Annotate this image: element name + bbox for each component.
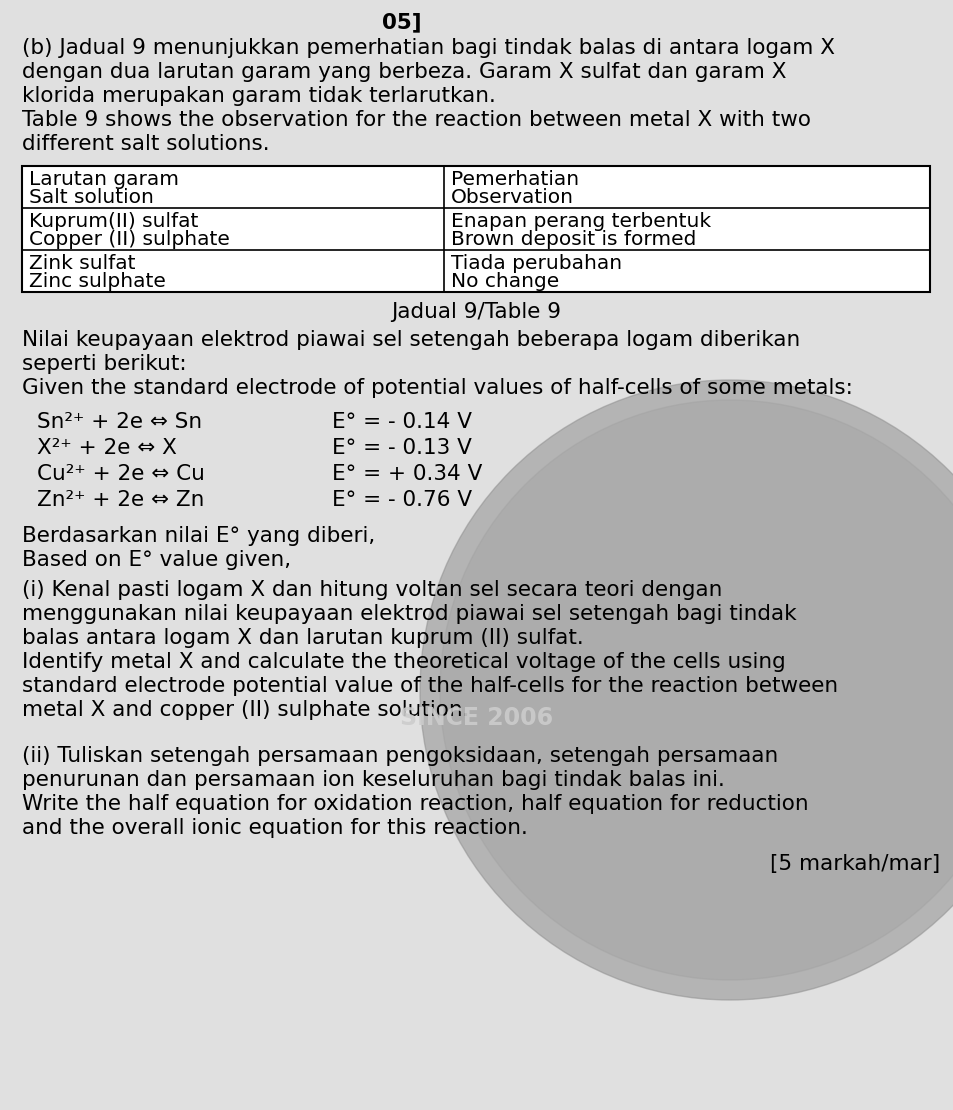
Text: Based on E° value given,: Based on E° value given,: [22, 549, 291, 571]
Text: E° = - 0.13 V: E° = - 0.13 V: [332, 438, 472, 458]
Text: metal X and copper (II) sulphate solution.: metal X and copper (II) sulphate solutio…: [22, 700, 469, 720]
Text: Tiada perubahan: Tiada perubahan: [451, 254, 621, 273]
Bar: [22, 166, 929, 292]
Text: Nilai keupayaan elektrod piawai sel setengah beberapa logam diberikan: Nilai keupayaan elektrod piawai sel sete…: [22, 330, 800, 350]
Text: klorida merupakan garam tidak terlarutkan.: klorida merupakan garam tidak terlarutka…: [22, 85, 496, 105]
Text: [5 markah/mar]: [5 markah/mar]: [769, 854, 939, 874]
Text: 05]: 05]: [22, 12, 421, 32]
Text: Zinc sulphate: Zinc sulphate: [29, 272, 166, 291]
Text: SINCE 2006: SINCE 2006: [400, 706, 553, 730]
Text: Cu²⁺ + 2e ⇔ Cu: Cu²⁺ + 2e ⇔ Cu: [37, 464, 205, 484]
Text: seperti berikut:: seperti berikut:: [22, 354, 187, 374]
Text: different salt solutions.: different salt solutions.: [22, 134, 270, 154]
Text: dengan dua larutan garam yang berbeza. Garam X sulfat dan garam X: dengan dua larutan garam yang berbeza. G…: [22, 62, 785, 82]
Text: Zn²⁺ + 2e ⇔ Zn: Zn²⁺ + 2e ⇔ Zn: [37, 490, 204, 509]
Text: Identify metal X and calculate the theoretical voltage of the cells using: Identify metal X and calculate the theor…: [22, 652, 785, 672]
Text: Zink sulfat: Zink sulfat: [29, 254, 135, 273]
Text: E° = - 0.14 V: E° = - 0.14 V: [332, 412, 472, 432]
Text: Larutan garam: Larutan garam: [29, 170, 179, 189]
Text: No change: No change: [451, 272, 558, 291]
Text: Salt solution: Salt solution: [29, 188, 153, 206]
Text: penurunan dan persamaan ion keseluruhan bagi tindak balas ini.: penurunan dan persamaan ion keseluruhan …: [22, 770, 724, 790]
Text: Observation: Observation: [451, 188, 574, 206]
Text: Pemerhatian: Pemerhatian: [451, 170, 578, 189]
Text: E° = - 0.76 V: E° = - 0.76 V: [332, 490, 472, 509]
Text: (i) Kenal pasti logam X dan hitung voltan sel secara teori dengan: (i) Kenal pasti logam X dan hitung volta…: [22, 581, 721, 601]
Text: standard electrode potential value of the half-cells for the reaction between: standard electrode potential value of th…: [22, 676, 838, 696]
Text: Jadual 9/Table 9: Jadual 9/Table 9: [391, 302, 560, 322]
Text: Write the half equation for oxidation reaction, half equation for reduction: Write the half equation for oxidation re…: [22, 794, 808, 814]
Text: Enapan perang terbentuk: Enapan perang terbentuk: [451, 212, 711, 231]
Text: Brown deposit is formed: Brown deposit is formed: [451, 230, 696, 249]
Text: Berdasarkan nilai E° yang diberi,: Berdasarkan nilai E° yang diberi,: [22, 526, 375, 546]
Text: Kuprum(II) sulfat: Kuprum(II) sulfat: [29, 212, 198, 231]
Text: balas antara logam X dan larutan kuprum (II) sulfat.: balas antara logam X dan larutan kuprum …: [22, 628, 583, 648]
Text: X²⁺ + 2e ⇔ X: X²⁺ + 2e ⇔ X: [37, 438, 176, 458]
Text: Sn²⁺ + 2e ⇔ Sn: Sn²⁺ + 2e ⇔ Sn: [37, 412, 202, 432]
Text: Given the standard electrode of potential values of half-cells of some metals:: Given the standard electrode of potentia…: [22, 379, 852, 398]
Circle shape: [439, 400, 953, 980]
Text: (b) Jadual 9 menunjukkan pemerhatian bagi tindak balas di antara logam X: (b) Jadual 9 menunjukkan pemerhatian bag…: [22, 38, 834, 58]
Text: menggunakan nilai keupayaan elektrod piawai sel setengah bagi tindak: menggunakan nilai keupayaan elektrod pia…: [22, 604, 796, 624]
Text: (ii) Tuliskan setengah persamaan pengoksidaan, setengah persamaan: (ii) Tuliskan setengah persamaan pengoks…: [22, 746, 778, 766]
Text: Table 9 shows the observation for the reaction between metal X with two: Table 9 shows the observation for the re…: [22, 110, 810, 130]
Circle shape: [419, 380, 953, 1000]
Text: Copper (II) sulphate: Copper (II) sulphate: [29, 230, 230, 249]
Text: and the overall ionic equation for this reaction.: and the overall ionic equation for this …: [22, 818, 527, 838]
Text: E° = + 0.34 V: E° = + 0.34 V: [332, 464, 482, 484]
